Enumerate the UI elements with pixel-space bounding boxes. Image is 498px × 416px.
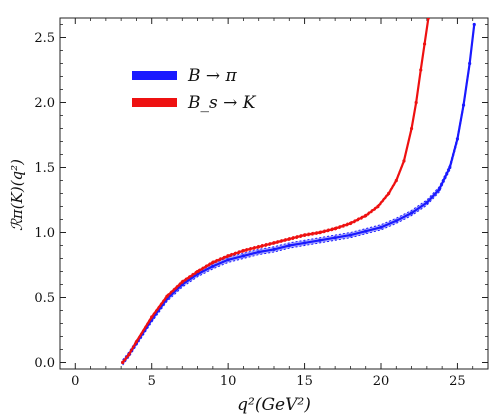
plot-frame (59, 17, 489, 370)
data-point-1 (165, 294, 169, 298)
ticks-layer: 0 5 10 15 20 25 0.0 0.5 1.0 1.5 2.0 2.5 (34, 18, 489, 389)
data-point-0 (472, 22, 476, 27)
x-tick-label: 5 (148, 374, 156, 389)
y-tick-label: 2.0 (34, 96, 55, 111)
data-point-0 (241, 254, 246, 258)
data-point-0 (257, 250, 261, 254)
data-point-1 (257, 245, 261, 249)
y-tick-label: 0.0 (34, 356, 55, 371)
series-lower-0 (122, 27, 475, 366)
legend: B → π B_s → K (132, 66, 257, 113)
data-point-0 (333, 236, 337, 240)
data-point-0 (409, 211, 414, 215)
data-point-1 (387, 191, 391, 196)
data-point-0 (287, 243, 291, 248)
legend-label-0: B → π (187, 66, 238, 86)
data-point-0 (437, 188, 441, 192)
data-point-0 (364, 229, 368, 233)
legend-swatch-1 (132, 98, 177, 107)
data-point-0 (318, 238, 322, 242)
data-point-1 (134, 340, 139, 344)
data-point-0 (468, 61, 472, 66)
x-axis-label: q²(GeV²) (237, 395, 311, 415)
data-point-1 (180, 280, 184, 284)
data-point-1 (402, 159, 406, 163)
x-tick-label: 20 (373, 374, 390, 389)
x-tick-label: 25 (449, 374, 466, 389)
y-tick-label: 2.5 (34, 31, 55, 46)
series-layer (121, 18, 476, 366)
data-point-1 (333, 227, 337, 231)
data-point-1 (414, 100, 418, 105)
legend-swatch-0 (132, 71, 177, 80)
data-point-0 (302, 241, 307, 245)
data-point-1 (364, 214, 368, 218)
data-point-1 (241, 249, 246, 253)
y-tick-label: 0.5 (34, 291, 55, 306)
data-point-1 (419, 68, 423, 72)
data-point-1 (426, 18, 430, 20)
data-point-1 (121, 360, 125, 365)
data-point-0 (272, 247, 276, 251)
data-point-1 (376, 204, 380, 209)
data-point-0 (461, 103, 466, 107)
x-tick-label: 10 (220, 374, 237, 389)
data-point-1 (409, 126, 414, 131)
y-tick-label: 1.0 (34, 226, 55, 241)
data-point-0 (448, 165, 452, 170)
x-tick-label: 0 (71, 374, 79, 389)
data-point-0 (394, 219, 398, 223)
data-point-1 (318, 230, 322, 235)
data-point-1 (302, 233, 307, 237)
legend-label-1: B_s → K (187, 93, 257, 113)
series-line-0 (121, 24, 476, 364)
data-point-1 (348, 221, 353, 225)
data-point-1 (127, 353, 131, 357)
data-point-1 (226, 254, 230, 258)
data-point-0 (425, 201, 429, 205)
data-point-1 (272, 241, 276, 245)
data-point-0 (348, 233, 353, 237)
data-point-0 (226, 258, 230, 262)
data-point-0 (379, 225, 383, 229)
data-point-1 (394, 178, 398, 183)
data-point-1 (211, 260, 215, 264)
y-axis-label: ℛπ(K)(q²) (8, 159, 26, 231)
data-point-1 (287, 237, 291, 241)
data-point-1 (422, 42, 427, 46)
data-point-1 (150, 315, 154, 319)
data-point-0 (211, 264, 215, 268)
data-point-1 (195, 269, 200, 274)
data-point-0 (455, 137, 460, 141)
y-tick-label: 1.5 (34, 161, 55, 176)
x-tick-label: 15 (296, 374, 313, 389)
